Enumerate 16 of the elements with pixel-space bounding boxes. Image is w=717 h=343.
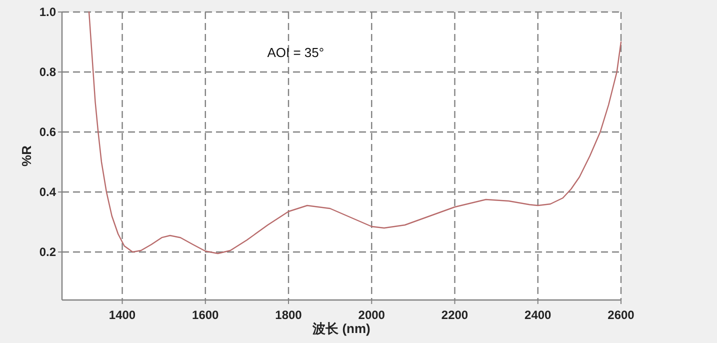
x-tick-label: 1400 (108, 308, 136, 322)
line-series (88, 11, 622, 254)
x-tick-label: 2400 (524, 308, 552, 322)
x-tick-label: 1800 (275, 308, 302, 322)
annotation: AOI = 35° (267, 45, 324, 60)
x-tick-label: 2200 (441, 308, 468, 322)
x-axis-title: 波长 (nm) (312, 321, 370, 336)
y-tick-label: 0.4 (39, 185, 56, 199)
x-tick-label: 1600 (192, 308, 220, 322)
y-tick-label: 0.6 (39, 125, 56, 139)
y-axis-title: %R (19, 144, 34, 166)
x-tick-label: 2600 (608, 308, 635, 322)
y-tick-label: 1.0 (39, 5, 56, 19)
y-tick-label: 0.8 (39, 65, 56, 79)
y-tick-label: 0.2 (39, 245, 56, 259)
x-tick-label: 2000 (358, 308, 386, 322)
